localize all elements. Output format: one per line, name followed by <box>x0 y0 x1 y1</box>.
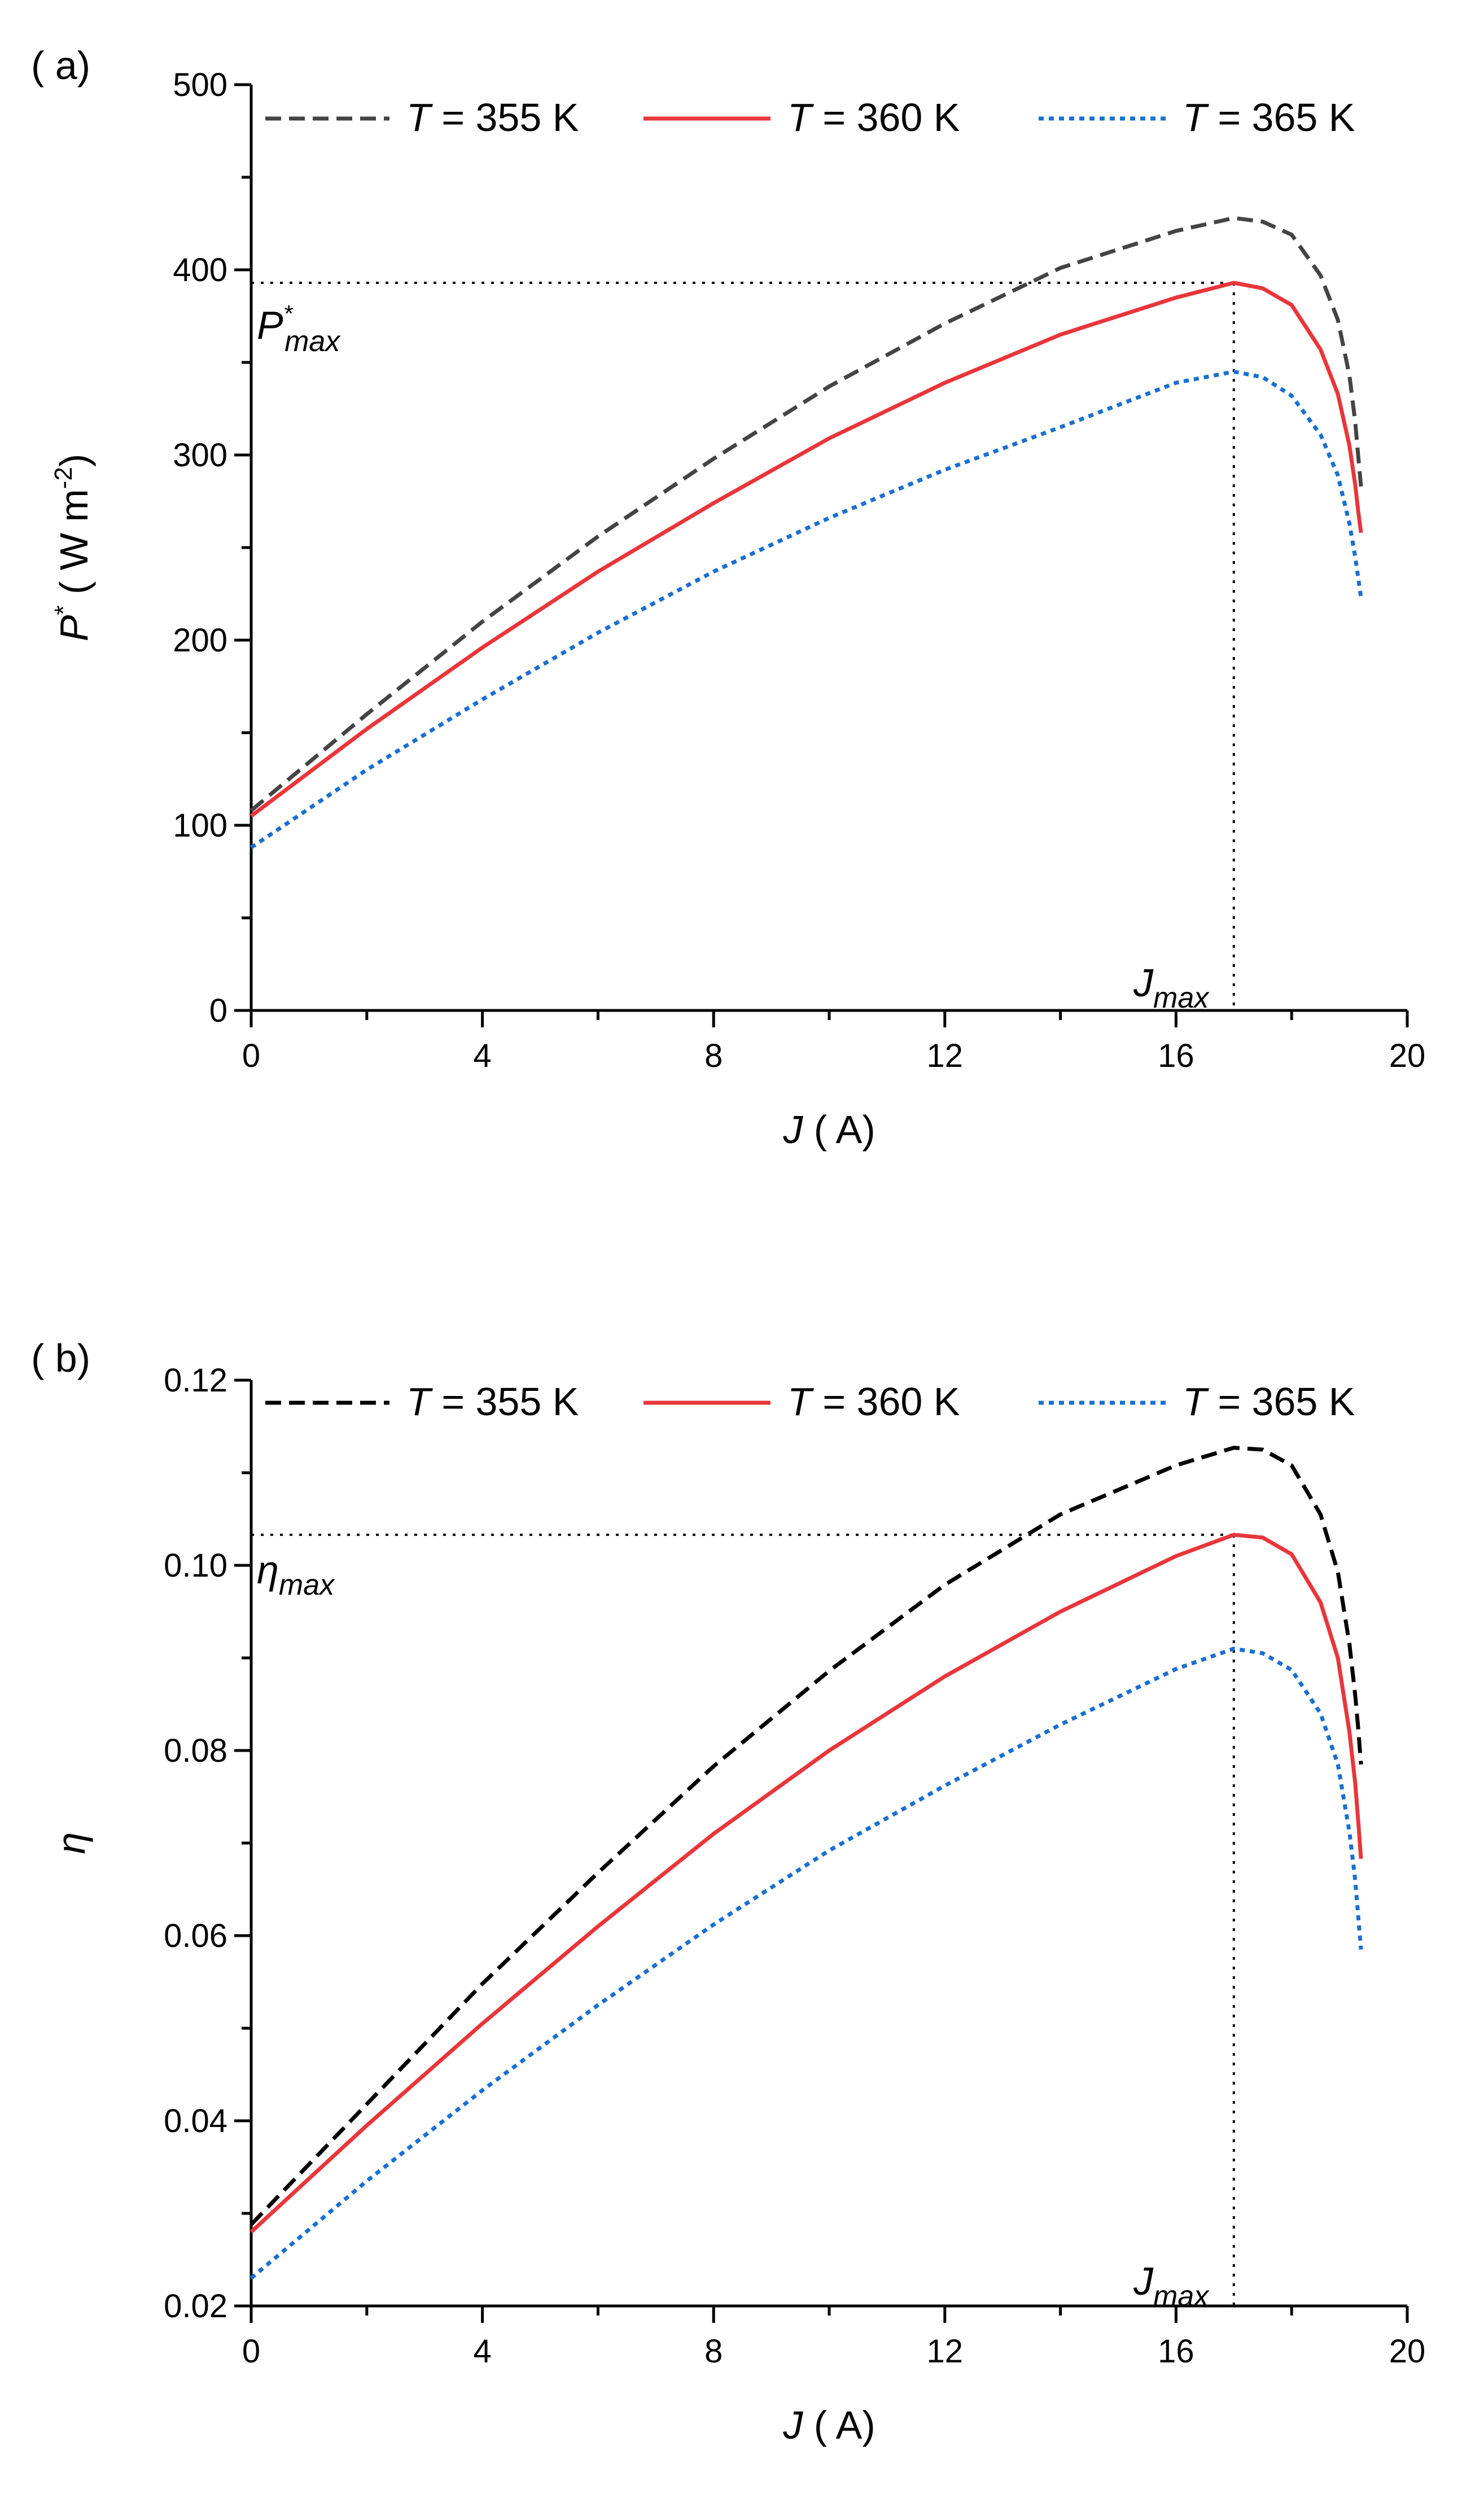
legend-label-1: T = 355 K <box>406 1380 579 1424</box>
legend-value: = 365 K <box>1207 1380 1355 1424</box>
y-tick-label: 0 <box>209 992 227 1029</box>
y-tick-label: 0.02 <box>164 2288 227 2325</box>
x-tick-label: 4 <box>473 1038 491 1074</box>
y-tick-label: 400 <box>173 252 227 288</box>
x-axis-unit: ( A) <box>803 1108 875 1152</box>
y-axis-unit-close: ) <box>52 454 96 467</box>
ymax-label: ηmax <box>257 1548 335 1601</box>
x-tick-label: 0 <box>242 1038 260 1074</box>
y-axis-symbol: η <box>49 1832 93 1854</box>
legend-symbol: T <box>787 95 814 139</box>
legend-value: = 355 K <box>431 1380 579 1424</box>
legend-symbol: T <box>787 1380 814 1424</box>
legend-value: = 360 K <box>812 1380 960 1424</box>
y-axis-title: η <box>49 1832 93 1854</box>
legend-value: = 360 K <box>812 95 960 139</box>
xmax-base: J <box>1133 2259 1154 2303</box>
ymax-sub: max <box>284 325 341 358</box>
legend-symbol: T <box>406 1380 433 1424</box>
y-tick-label: 200 <box>173 622 227 659</box>
y-tick-label: 0.10 <box>164 1547 227 1584</box>
y-tick-label: 500 <box>173 67 227 103</box>
y-axis-sup: * <box>50 605 77 615</box>
ymax-base: η <box>257 1548 279 1592</box>
x-tick-label: 16 <box>1158 1038 1194 1074</box>
y-axis-unit-sup: -2 <box>50 467 77 489</box>
series-line-1 <box>249 1446 1363 2226</box>
y-tick-label: 0.12 <box>164 1362 227 1399</box>
x-tick-label: 20 <box>1389 1038 1426 1074</box>
x-axis-symbol: J <box>782 1108 803 1152</box>
x-axis-unit: ( A) <box>803 2403 875 2447</box>
legend-symbol: T <box>1183 1380 1209 1424</box>
legend-label-2: T = 360 K <box>787 1380 960 1424</box>
y-tick-label: 0.06 <box>164 1918 227 1954</box>
series-line-2 <box>249 1533 1363 2234</box>
xmax-sub: max <box>1153 982 1210 1014</box>
ymax-sub: max <box>279 1569 335 1601</box>
y-tick-label: 300 <box>173 437 227 474</box>
legend-label-3: T = 365 K <box>1183 95 1355 139</box>
x-axis-symbol: J <box>782 2403 803 2447</box>
x-tick-label: 0 <box>242 2333 260 2370</box>
y-tick-label: 0.04 <box>164 2103 227 2139</box>
y-axis-title: P* ( W m-2) <box>50 454 96 641</box>
ymax-label: P* max <box>257 300 341 358</box>
x-tick-label: 12 <box>927 1038 964 1074</box>
x-tick-label: 16 <box>1158 2333 1194 2370</box>
x-tick-label: 4 <box>473 2333 491 2370</box>
x-tick-label: 8 <box>704 1038 723 1074</box>
panel-label: ( b) <box>31 1336 90 1380</box>
xmax-label: Jmax <box>1133 961 1210 1014</box>
legend-label-3: T = 365 K <box>1183 1380 1355 1424</box>
legend-value: = 355 K <box>431 95 579 139</box>
series-line-3 <box>250 369 1363 850</box>
y-axis-unit-open: ( W m <box>52 489 96 605</box>
x-axis-title: J ( A) <box>782 2403 875 2447</box>
ymax-sup: * <box>283 300 294 327</box>
panel-b: 0 4 8 12 16 20 0.02 0.04 0.06 0.08 0.10 0.12 ( b) J (… <box>31 1336 1425 2447</box>
xmax-base: J <box>1133 961 1154 1005</box>
xmax-label: Jmax <box>1133 2259 1210 2313</box>
legend-label-2: T = 360 K <box>787 95 960 139</box>
y-axis-symbol: P <box>52 615 96 641</box>
legend-symbol: T <box>1183 95 1209 139</box>
ymax-base: P <box>257 303 283 347</box>
legend-value: = 365 K <box>1207 95 1355 139</box>
x-tick-label: 8 <box>704 2333 723 2370</box>
legend-symbol: T <box>406 95 433 139</box>
y-tick-label: 0.08 <box>164 1732 227 1769</box>
y-tick-label: 100 <box>173 807 227 844</box>
legend-label-1: T = 355 K <box>406 95 579 139</box>
series-line-3 <box>249 1647 1363 2280</box>
x-tick-label: 20 <box>1389 2333 1426 2370</box>
x-tick-label: 12 <box>927 2333 964 2370</box>
x-axis-title: J ( A) <box>782 1108 875 1152</box>
series-line-2 <box>249 281 1363 818</box>
series-line-1 <box>249 216 1363 812</box>
xmax-sub: max <box>1153 2280 1210 2313</box>
panel-label: ( a) <box>31 43 90 87</box>
